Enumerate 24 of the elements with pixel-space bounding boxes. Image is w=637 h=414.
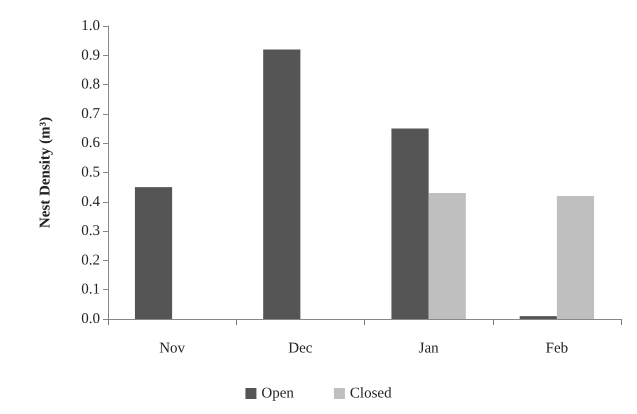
bar	[134, 187, 172, 319]
y-tick-label: 0.9	[81, 47, 100, 64]
bar	[428, 193, 466, 319]
x-tick-label: Nov	[159, 340, 186, 356]
y-tick-label: 0.1	[81, 282, 100, 298]
y-tick-label: 1.0	[81, 18, 100, 34]
y-tick-label: 0.3	[81, 223, 100, 240]
bar	[263, 49, 300, 319]
x-tick-label: Jan	[418, 340, 440, 356]
legend-label: Open	[261, 386, 294, 402]
legend-label: Closed	[350, 386, 392, 402]
y-tick-label: 0.2	[81, 252, 100, 268]
x-tick-label: Dec	[288, 340, 313, 356]
y-tick-label: 0.5	[81, 164, 100, 180]
y-tick-label: 0.8	[81, 76, 100, 93]
y-tick-label: 0.0	[81, 311, 100, 327]
bar	[391, 128, 429, 319]
y-tick-label: 0.6	[81, 135, 100, 152]
y-tick-label: 0.7	[81, 106, 100, 122]
y-axis-title: Nest Density (m³)	[38, 116, 54, 228]
bar	[520, 316, 557, 319]
bar	[556, 196, 594, 319]
y-tick-label: 0.4	[81, 194, 100, 210]
x-tick-label: Feb	[546, 340, 568, 356]
